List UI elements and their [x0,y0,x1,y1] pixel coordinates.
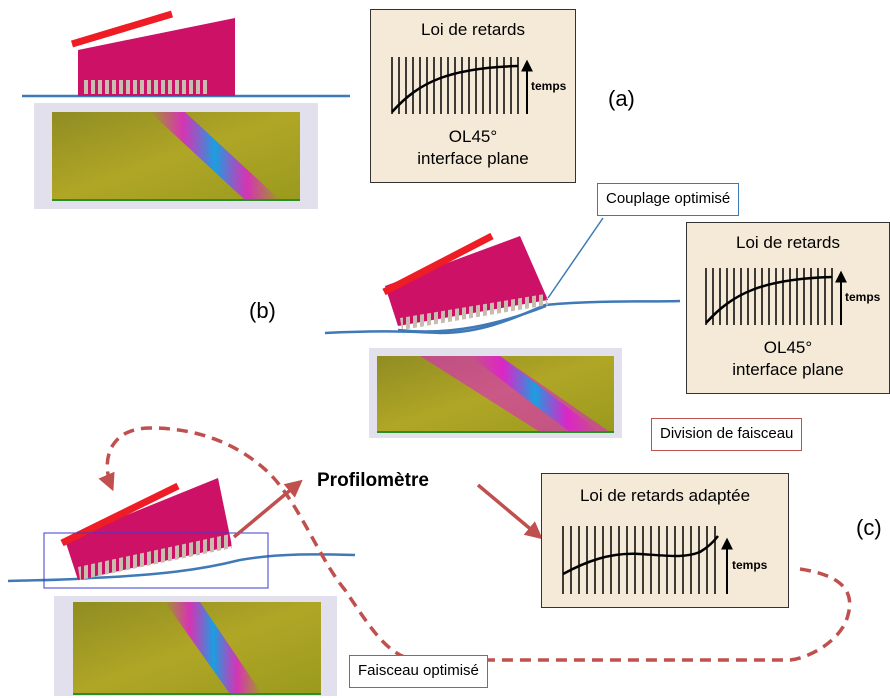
panel-label-a: (a) [608,86,635,111]
delay-law-box-a: Loi de retards temps OL45° interface pla… [370,9,576,183]
coupling-pointer [547,217,604,299]
curved-surface-line [7,553,356,583]
probe-to-profilometer-arrow [232,479,303,539]
panel-b-probe [324,217,681,335]
optimized-beam-note: Faisceau optimisé [349,655,488,688]
delay-law-line2: interface plane [417,149,529,168]
transducer-elements [400,294,548,330]
delay-curve [705,275,833,324]
coupling-note: Couplage optimisé [597,183,740,216]
profilometer-label: Profilomètre [317,470,429,491]
delay-law-plot-b: temps [705,268,881,325]
time-axis-label: temps [732,558,768,572]
delay-law-box-b: Loi de retards temps OL45° interface pla… [686,222,890,394]
delay-law-line2: interface plane [732,360,844,379]
panel-a-heatmap [34,103,318,209]
panel-b-heatmap [369,348,622,438]
delay-law-box-c: Loi de retards adaptée temps [541,473,789,608]
delay-law-title: Loi de retards [421,20,525,39]
wedge [70,10,174,48]
profile-box [43,532,269,589]
wedge [382,232,494,296]
panel-label-b: (b) [249,298,276,323]
probe-body [78,18,235,96]
panel-a-probe [22,10,350,98]
delay-law-title: Loi de retards [736,233,840,252]
panel-c-probe [7,478,356,589]
panel-label-c: (c) [856,515,882,540]
transducer-elements [84,80,210,94]
feedback-loop-arrow [98,426,852,662]
delay-curve [562,535,719,576]
delay-law-plot-c: temps [562,526,768,594]
time-axis-label: temps [531,79,567,93]
transducer-elements [78,534,232,580]
profilometer-to-law-arrow [476,483,543,540]
delay-curve [391,64,519,113]
delay-law-plot-a: temps [391,57,567,114]
delay-law-line1: OL45° [763,338,813,357]
beam-division-note: Division de faisceau [651,418,803,451]
time-axis-label: temps [845,290,881,304]
delay-law-title: Loi de retards adaptée [579,486,751,505]
delay-law-line1: OL45° [448,127,498,146]
panel-c-heatmap [54,596,337,696]
